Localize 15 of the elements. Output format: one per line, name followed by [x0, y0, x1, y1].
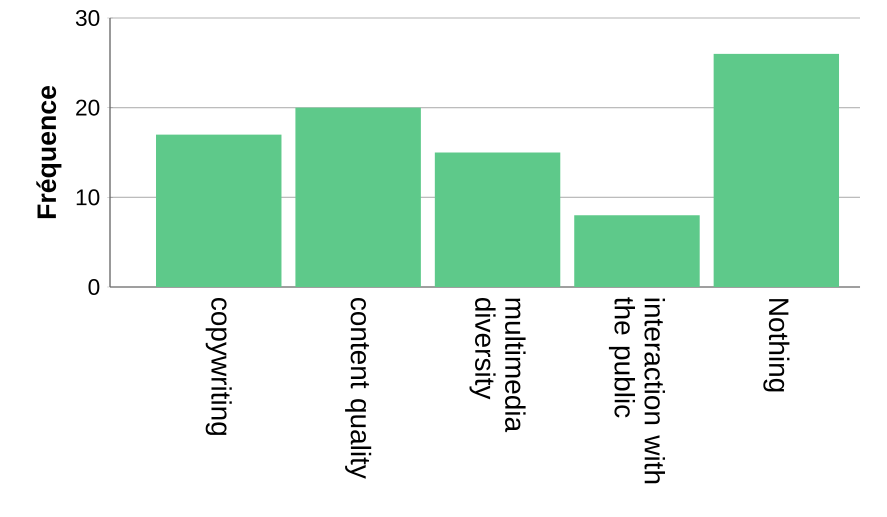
bar [156, 134, 282, 287]
y-tick-label: 30 [76, 10, 100, 26]
x-tick-label: Nothing [763, 299, 790, 392]
y-axis-title: Fréquence [36, 86, 62, 218]
x-tick-label: content quality [345, 298, 372, 479]
x-tick-label: copywriting [206, 298, 232, 435]
y-tick-label: 20 [76, 100, 100, 116]
bar [714, 54, 840, 287]
y-tick-label: 10 [76, 189, 100, 206]
bar [434, 152, 560, 287]
x-tick-label: interaction with the public [608, 297, 666, 484]
bar [295, 108, 421, 287]
y-tick-label: 0 [88, 278, 100, 296]
x-tick-label: multimedia diversity [470, 298, 526, 432]
bar [574, 215, 700, 287]
